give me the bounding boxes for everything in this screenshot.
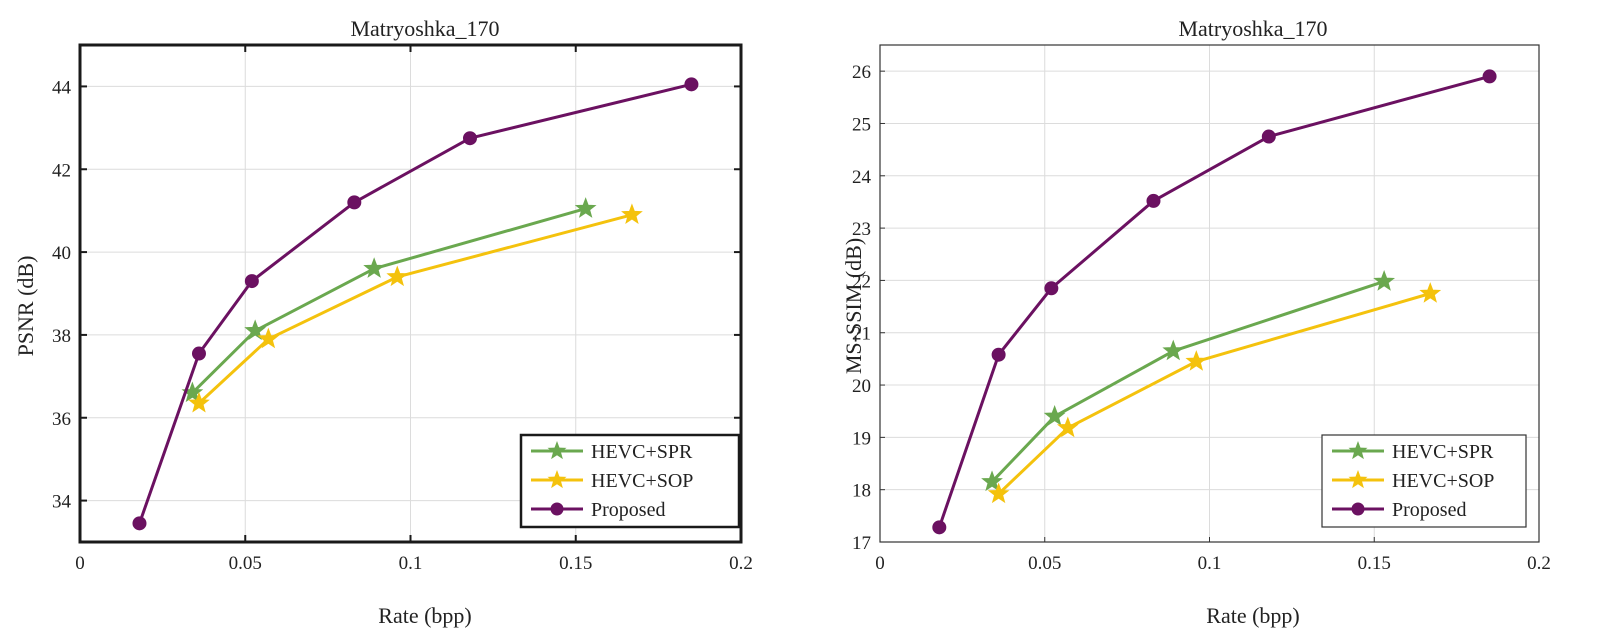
data-point xyxy=(1419,282,1442,303)
series-line xyxy=(937,74,1490,528)
y-tick-label: 17 xyxy=(852,533,871,554)
legend-marker xyxy=(547,470,567,489)
data-point xyxy=(462,131,477,146)
x-tick-label: 0.05 xyxy=(1028,553,1061,574)
legend-marker xyxy=(550,502,564,516)
y-tick-label: 21 xyxy=(852,324,871,345)
data-point xyxy=(932,520,947,535)
legend-label: Proposed xyxy=(591,499,665,521)
legend: HEVC+SPR HEVC+SOP Proposed xyxy=(519,433,741,529)
x-axis-label: Rate (bpp) xyxy=(1206,603,1299,628)
y-tick-label: 40 xyxy=(52,243,71,264)
y-tick-label: 38 xyxy=(52,326,71,347)
y-axis-label: PSNR (dB) xyxy=(13,256,38,357)
data-point xyxy=(1373,270,1396,291)
x-tick-label: 0.2 xyxy=(1527,553,1551,574)
data-point xyxy=(244,319,267,341)
legend-label: HEVC+SPR xyxy=(1392,441,1494,463)
data-point xyxy=(1162,339,1185,361)
legend-label: HEVC+SPR xyxy=(591,441,693,463)
y-tick-label: 25 xyxy=(852,114,871,135)
x-tick-label: 0.15 xyxy=(1358,553,1391,574)
legend-marker xyxy=(1348,441,1368,460)
data-point xyxy=(244,274,259,289)
x-tick-label: 0.05 xyxy=(229,553,262,574)
data-point xyxy=(363,257,386,278)
data-point xyxy=(1146,193,1161,208)
chart-title: Matryoshka_170 xyxy=(1178,16,1327,41)
y-tick-label: 44 xyxy=(52,77,72,98)
y-tick-label: 24 xyxy=(852,167,872,188)
series-proposed xyxy=(932,69,1497,535)
data-point xyxy=(347,195,362,210)
y-tick-label: 26 xyxy=(852,62,871,83)
data-point xyxy=(1056,416,1079,438)
series-hevc-sop xyxy=(188,203,643,413)
x-tick-label: 0 xyxy=(75,553,85,574)
data-point xyxy=(981,470,1003,492)
series-line xyxy=(197,213,633,405)
y-tick-label: 34 xyxy=(52,492,72,513)
data-point xyxy=(684,77,699,92)
data-point xyxy=(574,197,597,218)
legend-label: HEVC+SOP xyxy=(591,470,693,492)
data-point xyxy=(132,516,147,531)
x-tick-label: 0.1 xyxy=(1198,553,1222,574)
y-tick-label: 23 xyxy=(852,219,871,240)
ms-ssim-chart: Matryoshka_170 Rate (bpp) MS-SSIM (dB) 0… xyxy=(841,16,1551,628)
series-line xyxy=(138,82,692,524)
data-point xyxy=(1043,405,1066,426)
plot-frame xyxy=(879,44,1540,543)
legend-marker xyxy=(547,441,567,460)
legend-label: HEVC+SOP xyxy=(1392,470,1494,492)
x-tick-label: 0.2 xyxy=(729,553,753,574)
series-line xyxy=(997,292,1431,495)
series-hevc-spr xyxy=(181,197,597,403)
data-point xyxy=(257,327,280,349)
series-line xyxy=(191,207,587,394)
series-line xyxy=(990,280,1385,483)
x-tick-label: 0.1 xyxy=(399,553,423,574)
y-axis-label: MS-SSIM (dB) xyxy=(841,238,866,374)
series-hevc-spr xyxy=(981,270,1396,492)
data-point xyxy=(386,265,409,287)
data-point xyxy=(1185,350,1208,371)
y-tick-label: 18 xyxy=(852,481,871,502)
grid xyxy=(80,45,741,542)
data-point xyxy=(1261,129,1276,144)
legend-label: Proposed xyxy=(1392,499,1466,521)
plot-frame xyxy=(78,43,743,544)
y-tick-label: 19 xyxy=(852,428,871,449)
legend-marker xyxy=(1351,502,1365,516)
legend-marker xyxy=(1348,470,1368,489)
data-point xyxy=(188,391,210,413)
y-tick-label: 36 xyxy=(52,409,71,430)
x-axis-label: Rate (bpp) xyxy=(378,603,471,628)
data-point xyxy=(621,203,643,225)
x-tick-label: 0.15 xyxy=(559,553,592,574)
x-tick-label: 0 xyxy=(875,553,885,574)
series-hevc-sop xyxy=(987,282,1442,504)
y-tick-label: 20 xyxy=(852,376,871,397)
data-point xyxy=(991,347,1006,362)
data-point xyxy=(191,346,206,361)
y-tick-label: 22 xyxy=(852,271,871,292)
data-point xyxy=(987,482,1010,504)
series-proposed xyxy=(132,77,699,531)
legend: HEVC+SPR HEVC+SOP Proposed xyxy=(1321,434,1527,528)
data-point xyxy=(1044,281,1059,296)
psnr-chart: Matryoshka_170 Rate (bpp) PSNR (dB) 0 0.0… xyxy=(13,16,753,628)
y-tick-label: 42 xyxy=(52,160,71,181)
data-point xyxy=(1482,69,1497,84)
chart-title: Matryoshka_170 xyxy=(350,16,499,41)
grid xyxy=(880,45,1539,542)
